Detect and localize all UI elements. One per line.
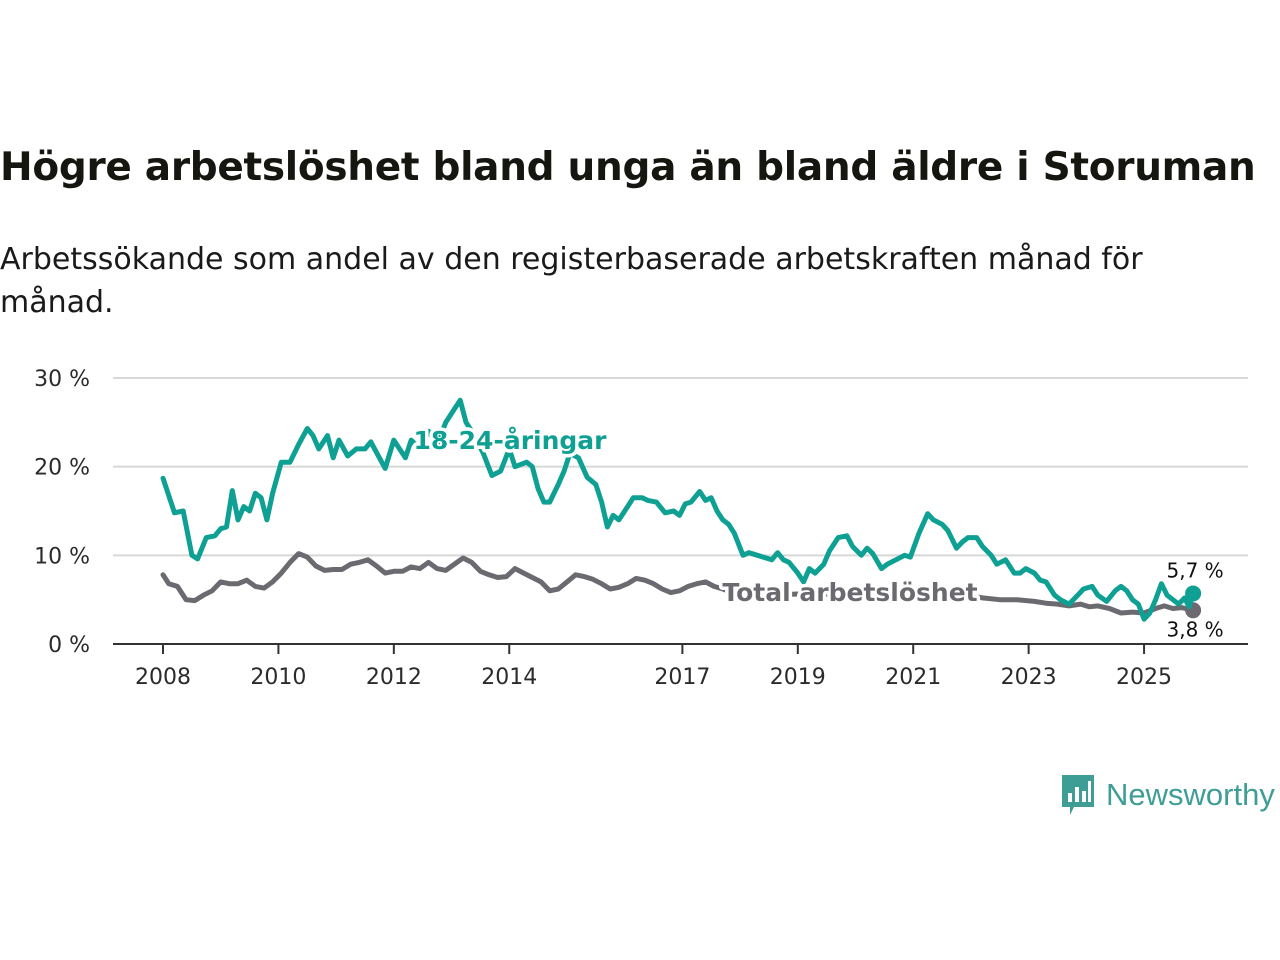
gridlines — [113, 377, 1248, 557]
series-name-label-0: 18-24-åringar — [414, 426, 608, 455]
x-tick-label: 2017 — [654, 665, 710, 690]
series-end-label-1: 3,8 % — [1167, 617, 1224, 641]
newsworthy-logo-icon — [1062, 775, 1094, 815]
series-end-point-0 — [1185, 585, 1202, 602]
x-tick-label: 2021 — [885, 665, 941, 690]
y-tick-label: 0 % — [48, 633, 90, 658]
series-end-label-0: 5,7 % — [1167, 558, 1224, 582]
x-tick-label: 2008 — [135, 665, 191, 690]
series-name-label-1: Total arbetslöshet — [722, 578, 977, 607]
x-tick-label: 2014 — [481, 665, 537, 690]
y-tick-label: 10 % — [34, 544, 90, 569]
series-line-0 — [160, 397, 1196, 622]
brand-logo: Newsworthy — [1060, 773, 1275, 817]
x-tick-label: 2012 — [366, 665, 422, 690]
series-lines — [160, 397, 1202, 622]
x-tick-label: 2023 — [1001, 665, 1057, 690]
chart-title: Högre arbetslöshet bland unga än bland ä… — [0, 145, 1256, 190]
x-axis-ticks: 2008 2010 2012 2014 2017 2019 2021 2023 2025 — [113, 643, 1248, 690]
chart-subtitle: Arbetssökande som andel av den registerb… — [0, 242, 1143, 320]
x-tick-label: 2010 — [250, 665, 306, 690]
y-axis-ticks: 0 % 10 % 20 % 30 % — [34, 367, 90, 658]
line-chart: 0 % 10 % 20 % 30 % 2008 2010 2012 2014 2017 2019… — [34, 367, 1248, 690]
brand-name: Newsworthy — [1106, 777, 1275, 812]
y-tick-label: 20 % — [34, 456, 90, 481]
x-tick-label: 2019 — [770, 665, 826, 690]
series-line-1 — [160, 551, 1196, 616]
series-labels: 3,8 % 5,7 % 18-24-åringar Total arbetslöshe… — [410, 423, 1224, 642]
y-tick-label: 30 % — [34, 367, 90, 392]
x-tick-label: 2025 — [1116, 665, 1172, 690]
